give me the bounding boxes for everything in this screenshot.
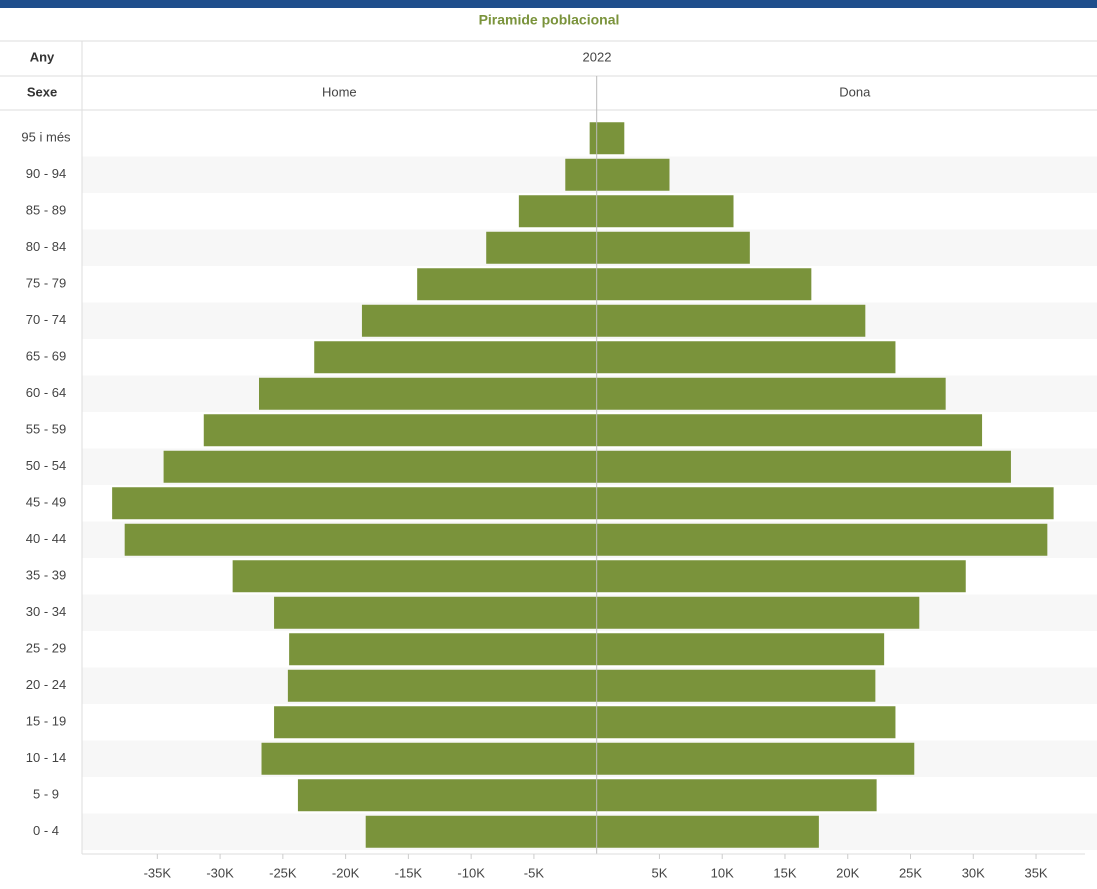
- y-tick-label: 70 - 74: [26, 312, 66, 327]
- y-tick-label: 0 - 4: [33, 823, 59, 838]
- y-tick-label: 20 - 24: [26, 677, 66, 692]
- bar: [596, 122, 625, 155]
- bar: [518, 195, 597, 228]
- y-tick-label: 80 - 84: [26, 239, 66, 254]
- bar: [259, 377, 597, 410]
- y-tick-label: 25 - 29: [26, 641, 66, 656]
- bar: [274, 596, 597, 629]
- bar: [596, 377, 946, 410]
- x-tick-label: -25K: [269, 865, 297, 880]
- series-header: Home: [322, 84, 357, 99]
- bar: [589, 122, 597, 155]
- bar: [203, 414, 597, 447]
- x-tick-label: -10K: [457, 865, 485, 880]
- x-tick-label: -20K: [332, 865, 360, 880]
- bar: [596, 195, 734, 228]
- bar: [112, 487, 597, 520]
- bar: [596, 560, 966, 593]
- bar: [596, 158, 670, 191]
- y-tick-label: 95 i més: [21, 130, 71, 145]
- header-label: Sexe: [27, 84, 57, 99]
- bar: [596, 779, 877, 812]
- y-tick-label: 85 - 89: [26, 203, 66, 218]
- y-tick-label: 5 - 9: [33, 787, 59, 802]
- bar: [361, 304, 597, 337]
- bar: [314, 341, 597, 374]
- header-label: Any: [30, 49, 55, 64]
- bar: [124, 523, 597, 556]
- y-tick-label: 65 - 69: [26, 349, 66, 364]
- y-tick-label: 60 - 64: [26, 385, 66, 400]
- y-tick-label: 50 - 54: [26, 458, 66, 473]
- y-tick-label: 75 - 79: [26, 276, 66, 291]
- bar: [596, 706, 896, 739]
- bar: [596, 633, 885, 666]
- y-tick-label: 35 - 39: [26, 568, 66, 583]
- bar: [274, 706, 597, 739]
- x-tick-label: 35K: [1024, 865, 1047, 880]
- bar: [565, 158, 597, 191]
- bar: [596, 669, 876, 702]
- x-tick-label: -15K: [395, 865, 423, 880]
- x-tick-label: 20K: [836, 865, 859, 880]
- bar: [596, 268, 812, 301]
- x-tick-label: 10K: [711, 865, 734, 880]
- bar: [596, 304, 866, 337]
- y-tick-label: 90 - 94: [26, 166, 66, 181]
- bar: [287, 669, 597, 702]
- chart-title: Piramide poblacional: [479, 12, 620, 28]
- bar: [596, 414, 983, 447]
- x-tick-label: -35K: [144, 865, 172, 880]
- y-tick-label: 55 - 59: [26, 422, 66, 437]
- y-tick-label: 15 - 19: [26, 714, 66, 729]
- bar: [596, 487, 1054, 520]
- bar: [596, 523, 1048, 556]
- x-tick-label: 25K: [899, 865, 922, 880]
- x-tick-label: -5K: [524, 865, 545, 880]
- bar: [596, 231, 750, 264]
- top-bar: [0, 0, 1097, 8]
- bar: [297, 779, 597, 812]
- bar: [596, 450, 1011, 483]
- bar: [417, 268, 597, 301]
- bar: [486, 231, 597, 264]
- bar: [261, 742, 597, 775]
- x-tick-label: -30K: [206, 865, 234, 880]
- bar: [163, 450, 597, 483]
- bar: [289, 633, 597, 666]
- y-tick-label: 45 - 49: [26, 495, 66, 510]
- series-header: Dona: [839, 84, 871, 99]
- bar: [596, 742, 915, 775]
- bar: [596, 815, 819, 848]
- bar: [365, 815, 597, 848]
- y-tick-label: 40 - 44: [26, 531, 66, 546]
- x-tick-label: 15K: [773, 865, 796, 880]
- x-tick-label: 30K: [962, 865, 985, 880]
- y-tick-label: 10 - 14: [26, 750, 66, 765]
- x-tick-label: 5K: [651, 865, 667, 880]
- bar: [596, 596, 920, 629]
- year: 2022: [583, 49, 612, 64]
- y-tick-label: 30 - 34: [26, 604, 66, 619]
- bar: [596, 341, 896, 374]
- bar: [232, 560, 597, 593]
